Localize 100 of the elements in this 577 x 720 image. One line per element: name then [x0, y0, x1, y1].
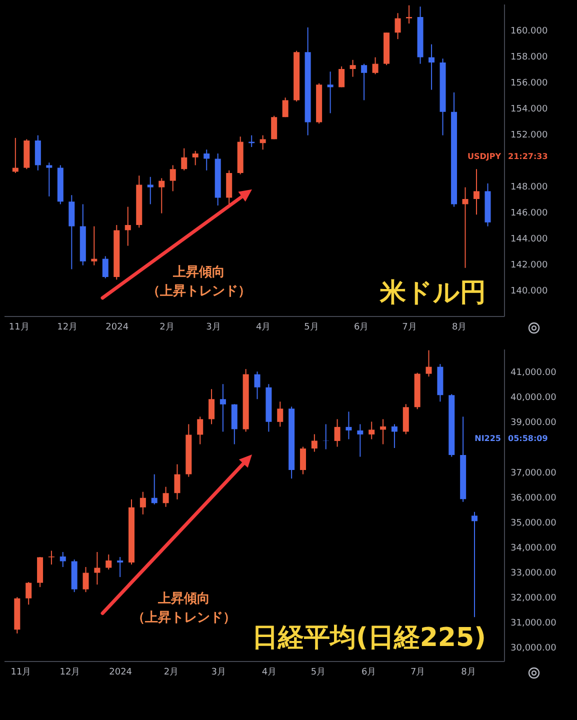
x-tick-label: 8月: [461, 668, 476, 678]
candlestick: [162, 486, 169, 508]
candlestick: [260, 134, 266, 150]
x-tick-label: 12月: [57, 322, 78, 332]
y-tick-label: 31,000.00: [510, 618, 557, 629]
x-tick-label: 5月: [310, 668, 326, 678]
candlestick: [327, 71, 334, 114]
x-tick-label: 4月: [262, 668, 277, 678]
candlestick: [428, 44, 435, 90]
y-tick-label: 37,000.00: [510, 468, 557, 478]
text: 05:58:09: [508, 434, 548, 444]
candlestick: [124, 206, 131, 246]
x-tick-label: 7月: [402, 322, 417, 332]
candlestick: [254, 371, 260, 400]
x-tick-label: 2024: [109, 668, 132, 678]
annotation: NI225: [474, 434, 502, 444]
candlestick: [350, 59, 356, 78]
x-tick-label: 11月: [8, 322, 30, 332]
candlestick: [26, 582, 32, 606]
x-tick-label: 3月: [206, 322, 221, 332]
y-tick-label: 41,000.00: [510, 368, 557, 378]
y-tick-label: 34,000.00: [510, 543, 557, 554]
candlestick: [151, 474, 158, 505]
x-tick-label: 6月: [354, 322, 369, 332]
x-tick-label: 2月: [164, 668, 179, 678]
y-tick-label: 142.000: [510, 260, 548, 270]
y-tick-label: 154.000: [510, 104, 548, 114]
y-tick-label: 158.000: [510, 52, 548, 62]
y-tick-label: 144.000: [510, 234, 548, 244]
candlestick: [380, 418, 386, 445]
candlestick: [462, 186, 468, 268]
y-tick-label: 146.000: [510, 208, 548, 218]
candlestick: [208, 388, 215, 425]
candlestick: [106, 554, 112, 570]
x-tick-label: 8月: [452, 322, 467, 332]
y-tick-label: 40,000.00: [510, 393, 557, 404]
candlestick: [192, 150, 198, 166]
y-tick-label: 30,000.00: [510, 644, 557, 654]
y-tick-label: 160.000: [510, 26, 548, 36]
x-tick-label: 12月: [60, 668, 80, 678]
candlestick: [361, 63, 368, 101]
candlestick: [472, 511, 478, 618]
text: 21:27:33: [508, 152, 548, 161]
candlestick: [391, 424, 398, 448]
annotation: （上昇トレンド）: [132, 610, 236, 626]
candlestick: [394, 12, 401, 40]
candlestick: [140, 491, 146, 515]
candlestick: [474, 168, 480, 216]
y-tick-label: 152.000: [510, 130, 548, 140]
candlestick: [174, 464, 180, 500]
candlestick: [117, 556, 124, 578]
candlestick: [82, 566, 89, 593]
candlestick: [346, 411, 352, 440]
candlestick: [334, 418, 340, 448]
candlestick: [220, 384, 226, 432]
candlestick: [48, 550, 54, 566]
candlestick: [338, 66, 345, 88]
text: 米ドル円: [379, 278, 486, 308]
candlestick: [170, 164, 176, 192]
y-tick-label: 32,000.00: [510, 594, 557, 604]
candlestick: [147, 176, 154, 205]
candlestick: [94, 551, 100, 586]
annotation: 上昇傾向: [172, 265, 225, 280]
candlestick: [282, 97, 288, 118]
candlestick: [91, 226, 98, 266]
annotation: USDJPY: [467, 152, 502, 161]
x-tick-label: 11月: [10, 668, 32, 678]
candlestick: [204, 149, 210, 171]
candlestick: [372, 56, 378, 75]
x-tick-label: 5月: [304, 322, 319, 332]
candlestick: [406, 4, 412, 24]
candlestick: [300, 446, 306, 475]
x-tick-label: 4月: [256, 322, 271, 332]
annotation: 上昇傾向: [157, 591, 210, 606]
y-tick-label: 39,000.00: [510, 418, 557, 428]
x-tick-label: 2月: [160, 322, 174, 332]
candlestick: [158, 178, 165, 214]
candlestick: [271, 115, 278, 140]
candlestick: [357, 424, 364, 458]
y-tick-label: 156.000: [510, 78, 548, 88]
candlestick: [46, 162, 52, 197]
candlestick: [277, 401, 284, 428]
candlestick: [197, 416, 204, 445]
y-tick-label: 36,000.00: [510, 493, 557, 504]
candlestick: [60, 551, 66, 568]
candlestick: [181, 148, 188, 171]
candlestick: [322, 424, 329, 450]
text: 日経平均(日経225): [252, 623, 486, 653]
candlestick: [311, 434, 318, 452]
y-tick-label: 33,000.00: [510, 568, 557, 579]
x-tick-label: 7月: [410, 668, 426, 678]
candlestick: [426, 350, 432, 378]
y-tick-label: 35,000.00: [510, 518, 557, 528]
x-tick-label: 6月: [361, 668, 376, 678]
x-tick-label: 2024: [106, 322, 129, 332]
candlestick: [102, 256, 108, 279]
candlestick: [368, 421, 375, 440]
y-tick-label: 140.000: [510, 286, 548, 296]
y-tick-label: 148.000: [510, 182, 548, 192]
x-tick-label: 3月: [211, 668, 226, 678]
